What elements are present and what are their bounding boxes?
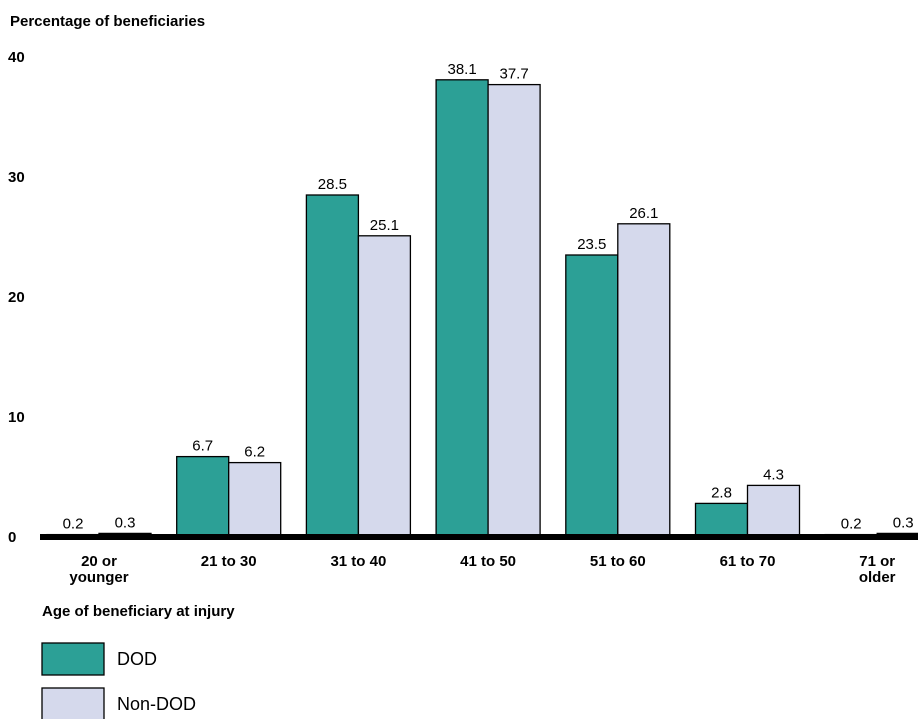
y-tick-label: 20: [8, 289, 25, 306]
legend-swatch-dod: [41, 642, 105, 676]
legend-swatch-non-dod: [41, 687, 105, 719]
y-tick-label: 0: [8, 529, 16, 546]
data-label: 38.1: [447, 61, 476, 78]
bar-non-dod: [228, 461, 282, 538]
data-label: 0.2: [63, 516, 84, 533]
y-tick-label: 10: [8, 409, 25, 426]
x-tick-label: 61 to 70: [720, 553, 776, 570]
x-tick-label: 51 to 60: [590, 553, 646, 570]
data-label: 0.3: [115, 514, 136, 531]
legend: DOD Non-DOD: [41, 642, 196, 719]
data-label: 2.8: [711, 484, 732, 501]
y-tick-label: 40: [8, 49, 25, 66]
legend-label: Non-DOD: [117, 694, 196, 714]
bar-non-dod: [487, 83, 541, 538]
x-tick-label: 41 to 50: [460, 553, 516, 570]
data-label: 26.1: [629, 205, 658, 222]
data-label: 6.2: [244, 444, 265, 461]
x-axis-ticks: 20 or younger 21 to 30 31 to 40 41 to 50 51 t…: [69, 553, 895, 586]
x-axis-title: Age of beneficiary at injury: [42, 603, 235, 620]
data-label: 23.5: [577, 236, 606, 253]
bar-dod: [305, 194, 360, 538]
y-tick-label: 30: [8, 169, 25, 186]
bars: [46, 79, 918, 538]
bar-non-dod: [357, 235, 412, 538]
data-label: 6.7: [192, 438, 213, 455]
data-label: 37.7: [499, 66, 528, 83]
y-axis-ticks: 0 10 20 30 40: [8, 49, 25, 546]
data-label: 0.2: [841, 516, 862, 533]
data-label: 4.3: [763, 466, 784, 483]
x-tick-label: 20 or younger: [69, 553, 128, 586]
bar-dod: [694, 502, 749, 538]
bar-dod: [565, 254, 619, 538]
bar-dod: [176, 455, 230, 538]
x-tick-label: 21 to 30: [201, 553, 257, 570]
x-tick-label: 31 to 40: [330, 553, 386, 570]
data-label: 0.3: [893, 514, 914, 531]
y-axis-title: Percentage of beneficiaries: [10, 13, 205, 30]
data-labels: 0.2 0.3 6.7 6.2 28.5 25.1 38.1 37.7 23.5 26.1 2.8 4…: [63, 61, 914, 533]
bar-non-dod: [746, 484, 801, 538]
bar-non-dod: [617, 223, 671, 538]
legend-label: DOD: [117, 649, 157, 669]
data-label: 25.1: [370, 217, 399, 234]
bar-dod: [435, 79, 489, 538]
x-tick-label: 71 or older: [859, 553, 896, 586]
data-label: 28.5: [318, 176, 347, 193]
